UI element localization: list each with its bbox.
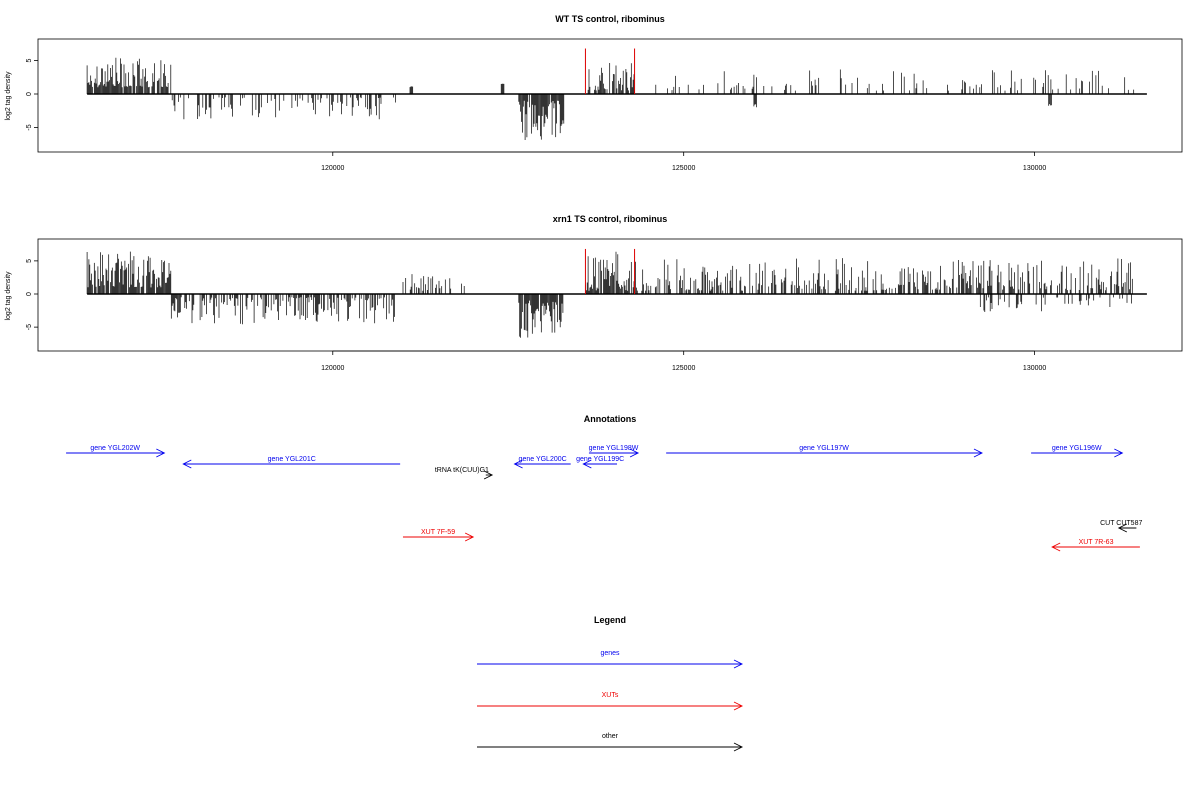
x-tick-label: 130000 (1023, 165, 1046, 172)
feature-label: gene YGL202W (90, 445, 140, 452)
x-tick-label: 120000 (321, 165, 344, 172)
feature-label: CUT CUT587 (1100, 520, 1142, 527)
feature-label: gene YGL197W (799, 445, 849, 452)
annotation-feature: gene YGL197W (666, 445, 983, 458)
x-tick-label: 120000 (321, 365, 344, 372)
legend-item: genes (477, 650, 744, 669)
wt-panel: WT TS control, ribominus log2 tag densit… (5, 14, 1183, 172)
arrowhead-icon (464, 532, 475, 542)
y-tick-label: -5 (26, 124, 33, 130)
xrn1-panel-title: xrn1 TS control, ribominus (553, 214, 668, 224)
y-tick-label: 0 (26, 92, 33, 96)
feature-label: gene YGL201C (268, 456, 316, 463)
annotation-feature: gene YGL196W (1031, 445, 1124, 458)
legend-item: other (477, 733, 744, 752)
annotation-feature: gene YGL201C (182, 456, 401, 469)
feature-label: tRNA tK(CUU)G1 (435, 467, 489, 474)
legend-label: genes (600, 650, 620, 657)
arrowhead-icon (1114, 448, 1124, 458)
arrowhead-icon (1117, 523, 1128, 533)
wt-panel-title: WT TS control, ribominus (555, 14, 665, 24)
x-tick-label: 130000 (1023, 365, 1046, 372)
x-tick-label: 125000 (672, 165, 695, 172)
feature-label: gene YGL200C (519, 456, 567, 463)
legend-label: other (602, 733, 619, 740)
arrowhead-icon (733, 742, 744, 752)
tag-density-bars (86, 57, 1135, 140)
annotation-features: gene YGL202W gene YGL201C tRNA tK(CUU)G1 ge… (66, 445, 1142, 552)
y-tick-label: 0 (26, 292, 33, 296)
annotation-feature: gene YGL202W (66, 445, 166, 458)
xrn1-axes: -5 0 5 120000 125000 130000 (26, 259, 1046, 372)
annotation-feature: gene YGL200C (513, 456, 571, 469)
arrowhead-icon (973, 448, 983, 458)
arrowhead-icon (582, 459, 592, 469)
feature-label: gene YGL199C (576, 456, 624, 463)
arrowhead-icon (483, 470, 494, 480)
arrowhead-icon (1051, 542, 1061, 552)
annotations-title: Annotations (584, 414, 637, 424)
arrowhead-icon (513, 459, 523, 469)
arrowhead-icon (733, 659, 744, 669)
legend: Legend genes XUTs other (477, 615, 744, 752)
y-tick-label: 5 (26, 259, 33, 263)
annotation-feature: CUT CUT587 (1100, 520, 1142, 533)
legend-items: genes XUTs other (477, 650, 744, 752)
wt-y-axis-label: log2 tag density (5, 71, 12, 121)
annotation-feature: gene YGL199C (576, 456, 624, 469)
wt-bars (86, 48, 1147, 140)
annotation-feature: XUT 7R-63 (1051, 539, 1140, 552)
tag-density-bars (86, 251, 1133, 338)
xrn1-panel: xrn1 TS control, ribominus log2 tag dens… (5, 214, 1183, 372)
arrowhead-icon (733, 701, 744, 711)
xrn1-bars (86, 248, 1147, 338)
y-tick-label: 5 (26, 59, 33, 63)
annotation-feature: XUT 7F-59 (402, 529, 475, 542)
y-tick-label: -5 (26, 324, 33, 330)
feature-label: gene YGL198W (589, 445, 639, 452)
xrn1-y-axis-label: log2 tag density (5, 271, 12, 321)
arrowhead-icon (629, 448, 640, 458)
wt-axes: -5 0 5 120000 125000 130000 (26, 59, 1046, 172)
feature-label: XUT 7R-63 (1079, 539, 1114, 546)
arrowhead-icon (182, 459, 192, 469)
annotation-feature: gene YGL198W (589, 445, 640, 458)
x-tick-label: 125000 (672, 365, 695, 372)
feature-label: XUT 7F-59 (421, 529, 455, 536)
legend-title: Legend (594, 615, 626, 625)
feature-label: gene YGL196W (1052, 445, 1102, 452)
legend-label: XUTs (602, 692, 619, 699)
arrowhead-icon (156, 448, 166, 458)
legend-item: XUTs (477, 692, 744, 711)
annotations-track: Annotations gene YGL202W gene YGL201C tRNA… (66, 414, 1142, 552)
annotation-feature: tRNA tK(CUU)G1 (435, 467, 494, 480)
